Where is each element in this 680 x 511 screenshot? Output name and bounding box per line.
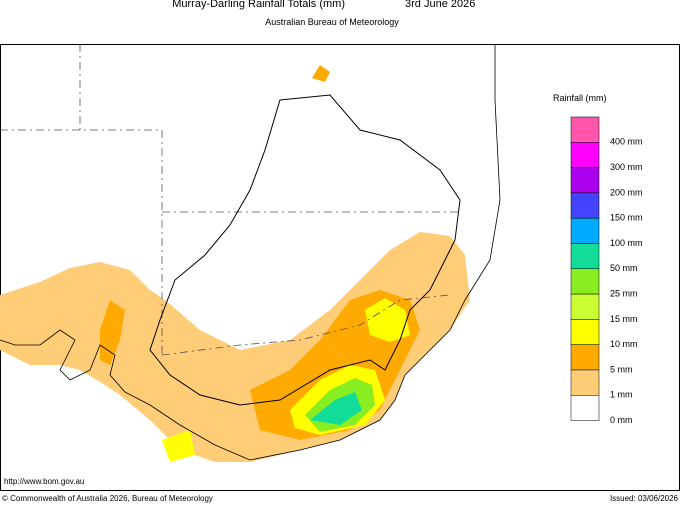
basin-outline <box>149 94 461 406</box>
legend-swatch <box>570 192 600 219</box>
legend-swatch <box>570 395 600 421</box>
legend-swatch <box>570 369 600 396</box>
legend-swatch <box>570 243 600 270</box>
legend-label: 1 mm <box>610 390 633 400</box>
rain-50mm <box>310 392 362 425</box>
rain-10mm <box>365 298 410 342</box>
legend-label: 100 mm <box>610 238 643 248</box>
legend-label: 5 mm <box>610 364 633 374</box>
title: Murray-Darling Rainfall Totals (mm) <box>172 0 345 10</box>
coastline <box>0 44 501 461</box>
legend-swatch <box>570 293 600 320</box>
legend-swatch <box>570 217 600 244</box>
legend-swatch <box>570 268 600 295</box>
legend-label: 25 mm <box>610 288 638 298</box>
rain-10mm <box>162 430 195 462</box>
legend-swatch <box>570 142 600 168</box>
issued: Issued: 03/06/2026 <box>610 494 679 503</box>
legend-label: 10 mm <box>610 339 638 349</box>
legend-title: Rainfall (mm) <box>553 93 607 103</box>
legend-swatch <box>570 319 600 345</box>
legend-label: 400 mm <box>610 137 643 147</box>
legend-label: 300 mm <box>610 162 643 172</box>
legend-label: 50 mm <box>610 263 638 273</box>
legend-label: 15 mm <box>610 314 638 324</box>
legend-swatch <box>570 167 600 194</box>
copyright: © Commonwealth of Australia 2026, Bureau… <box>2 494 213 503</box>
legend-label: 150 mm <box>610 213 643 223</box>
legend-swatch <box>570 116 600 143</box>
subtitle: Australian Bureau of Meteorology <box>265 17 399 27</box>
rain-5mm <box>312 65 330 82</box>
url: http://www.bom.gov.au <box>4 477 84 486</box>
date: 3rd June 2026 <box>405 0 475 10</box>
legend-label: 200 mm <box>610 187 643 197</box>
legend-label: 0 mm <box>610 415 633 425</box>
legend-swatch <box>570 344 600 371</box>
map <box>0 44 680 491</box>
legend: 400 mm 300 mm 200 mm 150 mm 100 mm 50 mm 25 mm… <box>570 116 643 425</box>
state-borders <box>0 44 460 356</box>
